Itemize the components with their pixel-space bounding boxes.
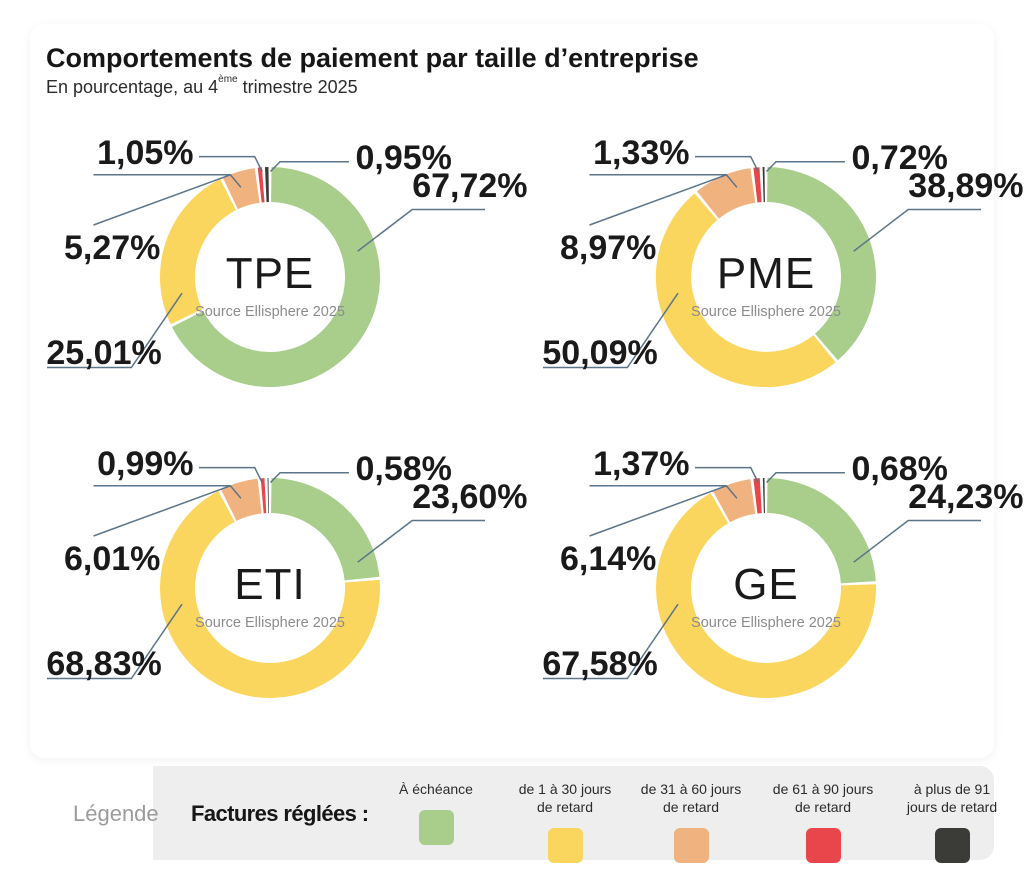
svg-text:0,72%: 0,72% <box>852 139 948 177</box>
svg-text:Source Ellisphere 2025: Source Ellisphere 2025 <box>195 304 345 320</box>
svg-text:1,37%: 1,37% <box>593 445 689 483</box>
svg-text:1,33%: 1,33% <box>593 134 689 172</box>
svg-text:TPE: TPE <box>226 249 315 298</box>
svg-text:8,97%: 8,97% <box>560 229 656 267</box>
svg-text:67,58%: 67,58% <box>542 645 657 683</box>
svg-text:6,14%: 6,14% <box>560 540 656 578</box>
svg-text:GE: GE <box>733 560 799 609</box>
svg-text:0,95%: 0,95% <box>356 139 452 177</box>
svg-text:Source Ellisphere 2025: Source Ellisphere 2025 <box>195 615 345 631</box>
svg-text:25,01%: 25,01% <box>46 334 161 372</box>
svg-text:PME: PME <box>717 249 815 298</box>
svg-text:68,83%: 68,83% <box>46 645 161 683</box>
svg-text:0,58%: 0,58% <box>356 450 452 488</box>
svg-text:6,01%: 6,01% <box>64 540 160 578</box>
svg-text:Source Ellisphere 2025: Source Ellisphere 2025 <box>691 304 841 320</box>
svg-text:50,09%: 50,09% <box>542 334 657 372</box>
svg-text:ETI: ETI <box>234 560 305 609</box>
svg-text:0,68%: 0,68% <box>852 450 948 488</box>
svg-text:0,99%: 0,99% <box>97 445 193 483</box>
svg-text:Source Ellisphere 2025: Source Ellisphere 2025 <box>691 615 841 631</box>
svg-text:5,27%: 5,27% <box>64 229 160 267</box>
svg-text:1,05%: 1,05% <box>97 134 193 172</box>
